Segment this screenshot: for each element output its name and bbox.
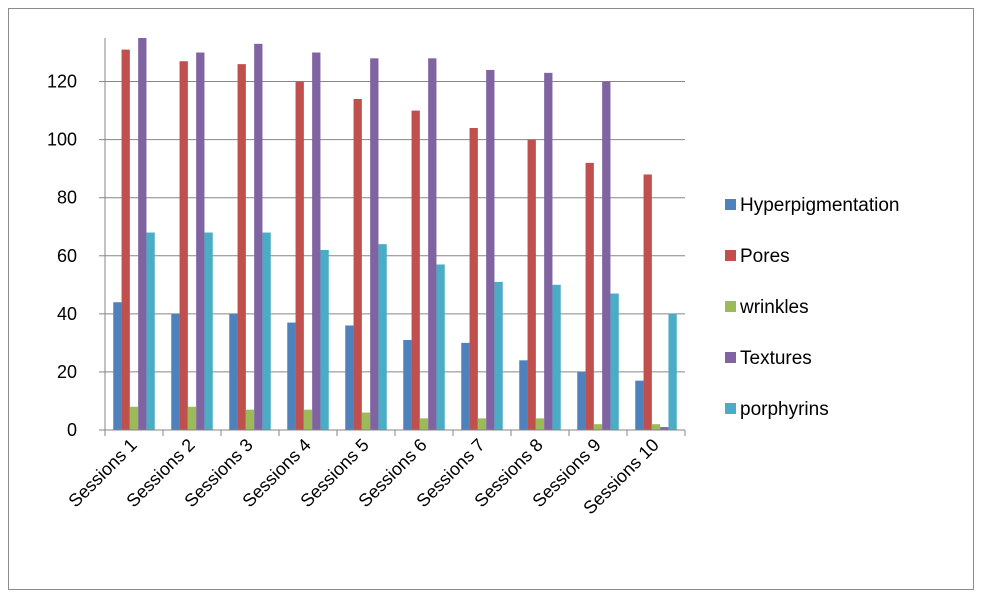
bar-textures-5 — [370, 58, 379, 430]
bar-textures-10 — [660, 427, 669, 430]
bar-porphyrins-9 — [610, 293, 619, 430]
bar-textures-6 — [428, 58, 437, 430]
chart-frame: 0 20 40 60 80 100 120 Sessions 1 Sessions 2 Sess… — [8, 8, 974, 590]
bar-pores-4 — [295, 81, 304, 431]
bar-wrinkles-7 — [477, 418, 487, 430]
bar-pores-5 — [353, 98, 362, 430]
bar-hyperpigmentation-9 — [577, 371, 586, 430]
bar-hyperpigmentation-7 — [461, 342, 470, 430]
bar-textures-9 — [602, 81, 611, 431]
bar-pores-1 — [121, 49, 130, 431]
bar-hyperpigmentation-10 — [635, 380, 644, 430]
bar-wrinkles-4 — [303, 409, 313, 430]
legend-swatch-pores — [725, 250, 736, 261]
bar-pores-9 — [585, 162, 594, 430]
y-tick-label: 120 — [47, 72, 77, 92]
bar-hyperpigmentation-1 — [113, 302, 122, 430]
bar-hyperpigmentation-5 — [345, 325, 354, 430]
y-tick-label: 60 — [57, 246, 77, 266]
bar-textures-2 — [196, 52, 205, 430]
bar-wrinkles-6 — [419, 418, 429, 430]
bar-pores-10 — [643, 174, 652, 430]
bar-pores-2 — [179, 61, 188, 431]
bar-wrinkles-9 — [593, 424, 603, 430]
bar-textures-4 — [312, 52, 321, 430]
bar-hyperpigmentation-6 — [403, 339, 412, 430]
bar-hyperpigmentation-2 — [171, 313, 180, 430]
y-tick-label: 80 — [57, 188, 77, 208]
bar-hyperpigmentation-3 — [229, 313, 238, 430]
legend-label-textures: Textures — [740, 348, 812, 369]
legend-swatch-hyperpigmentation — [725, 199, 736, 210]
bars — [113, 38, 677, 431]
bar-wrinkles-8 — [535, 418, 545, 430]
y-axis-tick-labels: 0 20 40 60 80 100 120 — [47, 72, 77, 440]
legend-label-wrinkles: wrinkles — [739, 297, 809, 318]
legend-swatch-textures — [725, 352, 736, 363]
bar-pores-7 — [469, 128, 478, 430]
bar-wrinkles-10 — [651, 424, 661, 430]
y-tick-label: 0 — [67, 420, 77, 440]
bar-porphyrins-4 — [320, 249, 329, 430]
y-tick-label: 40 — [57, 304, 77, 324]
y-tick-label: 100 — [47, 130, 77, 150]
bar-wrinkles-3 — [245, 409, 255, 430]
legend-label-hyperpigmentation: Hyperpigmentation — [740, 195, 899, 216]
bar-textures-3 — [254, 43, 263, 431]
bar-hyperpigmentation-4 — [287, 322, 296, 430]
bar-porphyrins-10 — [668, 313, 677, 430]
bar-wrinkles-2 — [187, 406, 197, 430]
legend-label-pores: Pores — [740, 246, 790, 267]
axes — [104, 38, 686, 436]
bar-textures-8 — [544, 72, 553, 430]
legend-swatch-wrinkles — [725, 301, 736, 312]
bar-textures-1 — [138, 38, 147, 430]
legend: Hyperpigmentation Pores wrinkles Textures po… — [725, 195, 899, 420]
bar-porphyrins-6 — [436, 264, 445, 430]
bar-porphyrins-3 — [262, 232, 271, 430]
bar-wrinkles-1 — [129, 406, 139, 430]
y-tick-label: 20 — [57, 362, 77, 382]
legend-swatch-porphyrins — [725, 403, 736, 414]
bar-pores-8 — [527, 139, 536, 430]
legend-label-porphyrins: porphyrins — [740, 399, 829, 420]
bar-hyperpigmentation-8 — [519, 360, 528, 430]
bar-porphyrins-8 — [552, 284, 561, 430]
bar-porphyrins-5 — [378, 244, 387, 430]
bar-porphyrins-7 — [494, 281, 503, 430]
bar-textures-7 — [486, 69, 495, 431]
bar-pores-6 — [411, 110, 420, 430]
bar-wrinkles-5 — [361, 412, 371, 430]
bar-porphyrins-2 — [204, 232, 213, 430]
bar-porphyrins-1 — [146, 232, 155, 430]
bar-pores-3 — [237, 64, 246, 430]
